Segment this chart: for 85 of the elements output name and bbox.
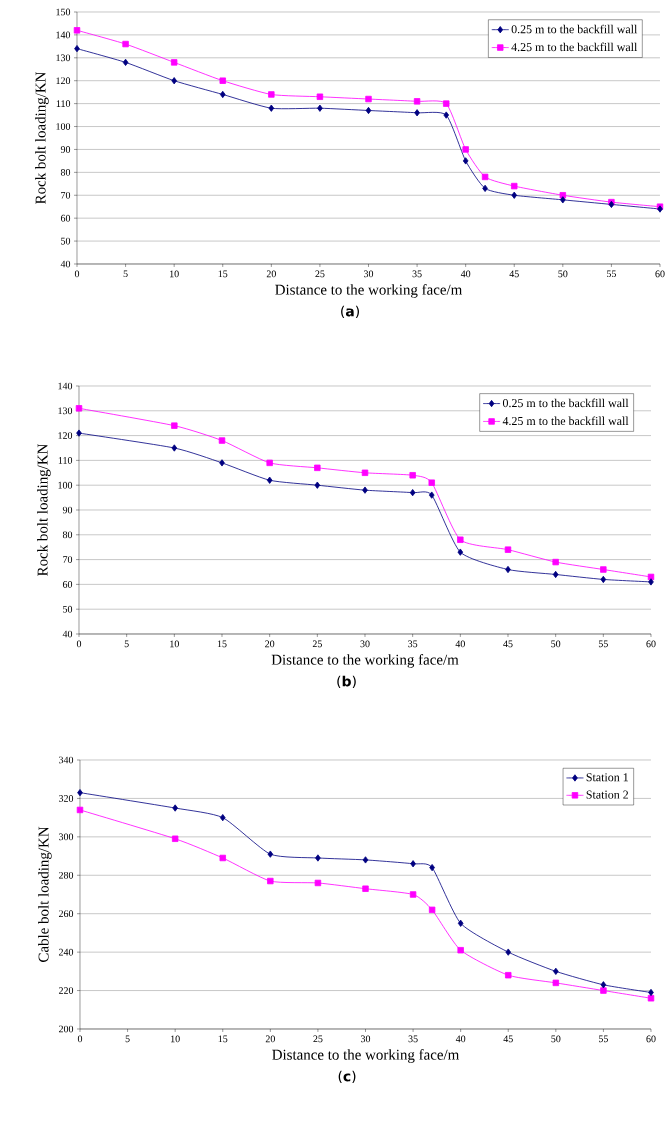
x-tick-label: 55 xyxy=(607,270,616,278)
x-tick-label: 15 xyxy=(217,640,227,648)
x-axis-title: Distance to the working face/m xyxy=(271,654,459,668)
legend-label: 4.25 m to the backfill wall xyxy=(502,416,629,426)
y-tick-label: 80 xyxy=(62,531,73,539)
x-axis-title: Distance to the working face/m xyxy=(272,1049,460,1063)
y-tick-label: 300 xyxy=(59,833,74,841)
x-tick-label: 45 xyxy=(509,270,519,278)
x-tick-label: 55 xyxy=(598,640,608,648)
x-tick-label: 5 xyxy=(123,270,128,278)
x-tick-label: 60 xyxy=(646,1035,656,1043)
y-tick-label: 100 xyxy=(58,481,73,489)
x-tick-label: 60 xyxy=(655,270,665,278)
x-tick-label: 0 xyxy=(74,270,80,278)
x-tick-label: 30 xyxy=(364,270,374,278)
y-tick-label: 90 xyxy=(60,146,71,153)
y-axis-title: Rock bolt loading/KN xyxy=(35,71,49,204)
y-tick-label: 50 xyxy=(63,605,73,613)
x-tick-label: 55 xyxy=(599,1035,609,1043)
y-tick-label: 100 xyxy=(56,123,71,130)
y-tick-label: 140 xyxy=(56,31,71,39)
y-tick-label: 40 xyxy=(62,630,73,638)
y-tick-label: 110 xyxy=(58,457,73,464)
x-tick-label: 45 xyxy=(503,640,513,648)
x-tick-label: 10 xyxy=(171,1035,180,1043)
x-tick-label: 35 xyxy=(408,640,418,648)
x-tick-label: 0 xyxy=(77,1035,83,1043)
y-tick-label: 140 xyxy=(58,382,73,390)
y-tick-label: 130 xyxy=(58,407,73,415)
x-tick-label: 50 xyxy=(558,270,568,278)
x-tick-label: 50 xyxy=(551,640,561,648)
y-tick-label: 120 xyxy=(58,432,73,439)
x-tick-label: 25 xyxy=(315,270,325,278)
x-tick-label: 15 xyxy=(218,270,228,278)
y-tick-label: 120 xyxy=(56,77,71,85)
text: (b) xyxy=(337,675,356,689)
x-tick-label: 15 xyxy=(218,1035,228,1043)
y-tick-label: 220 xyxy=(58,987,74,994)
y-tick-label: 80 xyxy=(60,168,71,176)
x-tick-label: 10 xyxy=(170,640,179,648)
x-tick-label: 35 xyxy=(412,270,422,278)
x-tick-label: 0 xyxy=(76,640,82,648)
x-tick-label: 45 xyxy=(503,1035,513,1043)
y-tick-label: 40 xyxy=(60,260,71,268)
y-tick-label: 280 xyxy=(58,871,74,879)
y-tick-label: 90 xyxy=(62,506,73,514)
x-tick-label: 30 xyxy=(361,1035,371,1043)
y-tick-label: 150 xyxy=(56,8,71,16)
x-tick-label: 20 xyxy=(265,640,275,648)
y-tick-label: 50 xyxy=(61,237,71,245)
x-tick-label: 30 xyxy=(360,640,370,648)
y-tick-label: 240 xyxy=(58,948,74,956)
y-tick-label: 260 xyxy=(58,910,74,918)
x-tick-label: 5 xyxy=(124,640,129,648)
x-tick-label: 50 xyxy=(551,1035,561,1043)
y-tick-label: 70 xyxy=(61,191,71,199)
x-tick-label: 10 xyxy=(170,270,179,278)
x-tick-label: 5 xyxy=(125,1035,130,1043)
legend-label: 0.25 m to the backfill wall xyxy=(511,24,638,34)
x-tick-label: 20 xyxy=(266,270,276,278)
legend-label: Station 2 xyxy=(586,790,629,799)
y-tick-label: 60 xyxy=(62,581,73,588)
x-tick-label: 25 xyxy=(313,1035,323,1043)
legend-label: Station 1 xyxy=(586,773,628,782)
y-tick-label: 320 xyxy=(59,795,74,802)
x-tick-label: 40 xyxy=(455,1035,466,1043)
x-tick-label: 40 xyxy=(455,640,465,648)
y-tick-label: 70 xyxy=(63,556,73,563)
y-tick-label: 130 xyxy=(56,54,71,62)
text: (a) xyxy=(341,305,359,319)
legend-label: 4.25 m to the backfill wall xyxy=(511,42,638,52)
x-axis-title: Distance to the working face/m xyxy=(275,284,463,298)
x-tick-label: 25 xyxy=(312,640,322,648)
legend-label: 0.25 m to the backfill wall xyxy=(502,398,629,408)
y-axis-title: Cable bolt loading/KN xyxy=(38,826,52,962)
x-tick-label: 60 xyxy=(646,640,656,648)
y-tick-label: 60 xyxy=(60,214,71,222)
y-tick-label: 110 xyxy=(56,100,71,107)
text: (c) xyxy=(338,1070,356,1084)
y-tick-label: 340 xyxy=(59,756,74,764)
y-tick-label: 200 xyxy=(58,1025,74,1033)
x-tick-label: 35 xyxy=(408,1035,418,1043)
x-tick-label: 40 xyxy=(460,270,471,278)
y-axis-title: Rock bolt loading/KN xyxy=(37,443,51,576)
x-tick-label: 20 xyxy=(265,1035,275,1043)
